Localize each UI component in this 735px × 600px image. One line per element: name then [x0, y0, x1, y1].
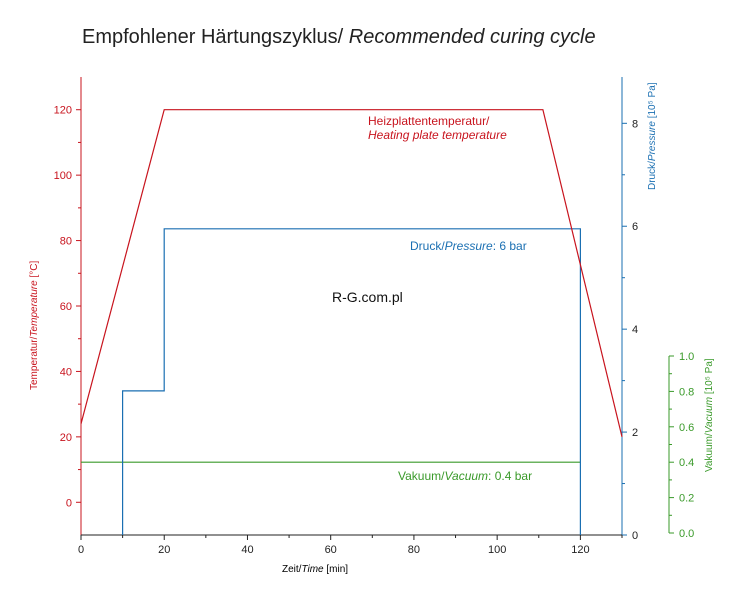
pressure-tick-label: 8 [632, 118, 638, 130]
vacuum-tick-label: 1.0 [679, 351, 694, 363]
temperature-tick-label: 80 [60, 236, 72, 248]
temperature-annotation-line1: Heizplattentemperatur/ [368, 114, 490, 128]
temperature-tick-label: 120 [54, 105, 72, 117]
x-axis-label: Zeit/Time [min] [282, 564, 348, 575]
pressure-tick-label: 6 [632, 221, 638, 233]
pressure-tick-label: 4 [632, 324, 638, 336]
pressure-tick-label: 2 [632, 427, 638, 439]
x-tick-label: 80 [408, 544, 420, 556]
vacuum-axis-label: Vakuum/Vacuum [10⁵ Pa] [704, 358, 715, 472]
x-tick-label: 120 [571, 544, 589, 556]
x-tick-label: 60 [325, 544, 337, 556]
vacuum-tick-label: 0.6 [679, 422, 694, 434]
temperature-tick-label: 100 [54, 170, 72, 182]
pressure-series-line [121, 228, 582, 535]
temperature-tick-label: 20 [60, 432, 72, 444]
x-tick-label: 20 [158, 544, 170, 556]
vacuum-tick-label: 0.8 [679, 386, 694, 398]
x-tick-label: 40 [241, 544, 253, 556]
temperature-axis-label: Temperatur/Temperature [°C] [29, 261, 40, 390]
x-tick-label: 100 [488, 544, 506, 556]
axes-layer: 0 20 40 60 80 100 120 0 2 4 6 8 0.0 0.2 0.4 0.6 0.8 1.0 0 2… [54, 77, 694, 556]
chart-title: Empfohlener Härtungszyklus/ Recommended … [82, 26, 596, 48]
vacuum-annotation: Vakuum/Vacuum: 0.4 bar [398, 469, 532, 483]
pressure-annotation: Druck/Pressure: 6 bar [410, 239, 527, 253]
pressure-axis-label: Druck/Pressure [10⁵ Pa] [647, 82, 658, 190]
vacuum-tick-label: 0.0 [679, 528, 694, 540]
watermark-text: R-G.com.pl [332, 289, 403, 305]
pressure-tick-label: 0 [632, 530, 638, 542]
temperature-series-line [80, 109, 623, 438]
temperature-tick-label: 40 [60, 366, 72, 378]
temperature-tick-label: 60 [60, 301, 72, 313]
x-tick-label: 0 [78, 544, 84, 556]
vacuum-tick-label: 0.2 [679, 493, 694, 505]
series-layer [80, 109, 623, 535]
temperature-tick-label: 0 [66, 497, 72, 509]
temperature-annotation-line2: Heating plate temperature [368, 128, 507, 142]
vacuum-tick-label: 0.4 [679, 457, 694, 469]
